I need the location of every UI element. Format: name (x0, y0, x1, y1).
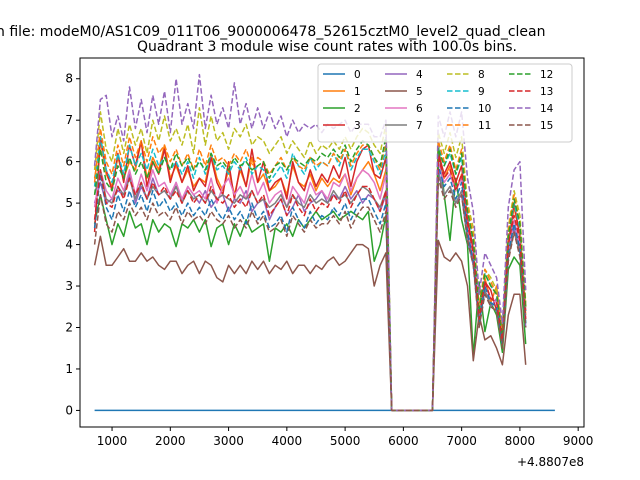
y-tick-label: 1 (65, 362, 73, 376)
chart-title: Quadrant 3 module wise count rates with … (137, 39, 517, 55)
y-tick-label: 8 (65, 72, 73, 86)
y-tick-label: 7 (65, 113, 73, 127)
legend-label-11: 11 (478, 120, 491, 132)
legend-label-15: 15 (540, 120, 553, 132)
legend-label-6: 6 (416, 103, 423, 115)
legend-label-13: 13 (540, 86, 553, 98)
y-tick-label: 6 (65, 155, 73, 169)
series-line-1 (93, 140, 527, 412)
x-tick-label: 6000 (388, 434, 419, 448)
x-tick-label: 3000 (213, 434, 244, 448)
legend-label-4: 4 (416, 69, 423, 81)
series-line-10 (93, 165, 527, 412)
series-line-15 (93, 177, 527, 412)
y-tick-label: 5 (65, 196, 73, 210)
x-tick-label: 7000 (446, 434, 477, 448)
legend-label-7: 7 (416, 120, 423, 132)
legend-label-10: 10 (478, 103, 491, 115)
legend-label-2: 2 (354, 103, 361, 115)
series-line-7 (93, 169, 527, 412)
legend-label-5: 5 (416, 86, 423, 98)
x-tick-label: 1000 (97, 434, 128, 448)
x-tick-label: 4000 (272, 434, 303, 448)
x-axis: 1000 2000 3000 4000 5000 6000 7000 8000 9000 (97, 427, 594, 448)
figure-suptitle: n file: modeM0/AS1C09_011T06_9000006478_… (0, 24, 545, 40)
series-line-11 (93, 127, 527, 412)
legend-frame (317, 63, 573, 143)
series-line-13 (93, 156, 527, 412)
y-tick-label: 2 (65, 320, 73, 334)
y-tick-label: 3 (65, 279, 73, 293)
y-axis: 0 1 2 3 4 5 6 7 8 (65, 72, 80, 417)
x-tick-label: 8000 (505, 434, 536, 448)
series-line-8 (93, 107, 527, 412)
legend-label-3: 3 (354, 120, 361, 132)
series-line-4 (93, 169, 527, 412)
x-offset-label: +4.8807e8 (517, 455, 584, 469)
x-tick-label: 5000 (330, 434, 361, 448)
legend-label-8: 8 (478, 69, 485, 81)
legend-label-14: 14 (540, 103, 554, 115)
legend-label-9: 9 (478, 86, 485, 98)
series-line-12 (93, 136, 527, 412)
legend-label-12: 12 (540, 69, 553, 81)
x-tick-label: 9000 (563, 434, 594, 448)
legend-label-1: 1 (354, 86, 361, 98)
legend-label-0: 0 (354, 69, 361, 81)
series-line-5 (93, 235, 527, 412)
y-tick-label: 0 (65, 403, 73, 417)
plot-frame (79, 57, 585, 428)
y-tick-label: 4 (65, 238, 73, 252)
x-tick-label: 2000 (155, 434, 186, 448)
